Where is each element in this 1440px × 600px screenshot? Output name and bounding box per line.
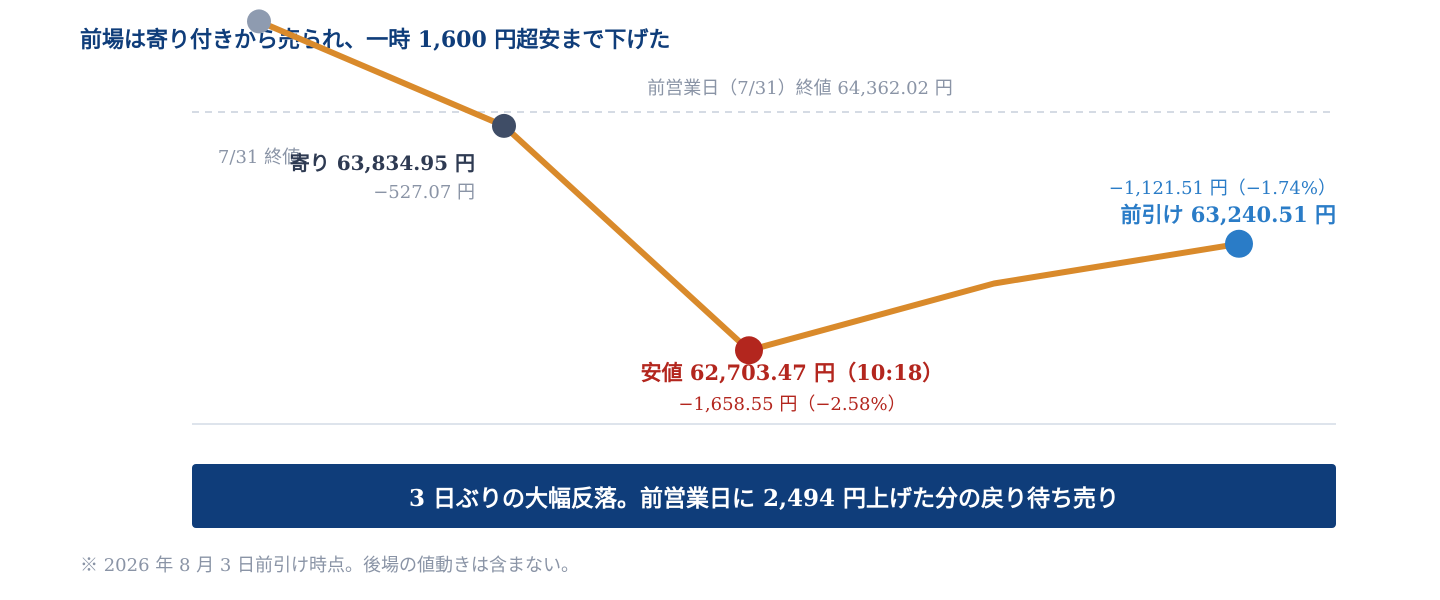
- footnote: ※ 2026 年 8 月 3 日前引け時点。後場の値動きは含まない。: [80, 555, 580, 576]
- low-point: [735, 336, 763, 365]
- close-point: [1225, 229, 1253, 258]
- headline: 前場は寄り付きから売られ、一時 1,600 円超安まで下げた: [80, 27, 671, 53]
- price-line-chart: 前営業日（7/31）終値 64,362.02 円 7/31 終値 寄り 63,8…: [192, 9, 1336, 425]
- low-label: 安値 62,703.47 円（10:18）: [641, 360, 944, 385]
- close-change-label: −1,121.51 円（−1.74%）: [1109, 178, 1336, 199]
- open-point: [492, 113, 516, 138]
- close-label: 前引け 63,240.51 円: [1120, 202, 1336, 227]
- open-label: 寄り 63,834.95 円: [290, 151, 475, 175]
- reference-line-label: 前営業日（7/31）終値 64,362.02 円: [647, 78, 952, 99]
- open-change-label: −527.07 円: [373, 182, 475, 203]
- summary-banner-text: 3 日ぶりの大幅反落。前営業日に 2,494 円上げた分の戻り待ち売り: [408, 485, 1120, 512]
- prev-close-point: [247, 9, 271, 34]
- low-change-label: −1,658.55 円（−2.58%）: [678, 394, 905, 415]
- prev-close-label: 7/31 終値: [218, 147, 300, 168]
- summary-banner: 3 日ぶりの大幅反落。前営業日に 2,494 円上げた分の戻り待ち売り: [192, 464, 1336, 528]
